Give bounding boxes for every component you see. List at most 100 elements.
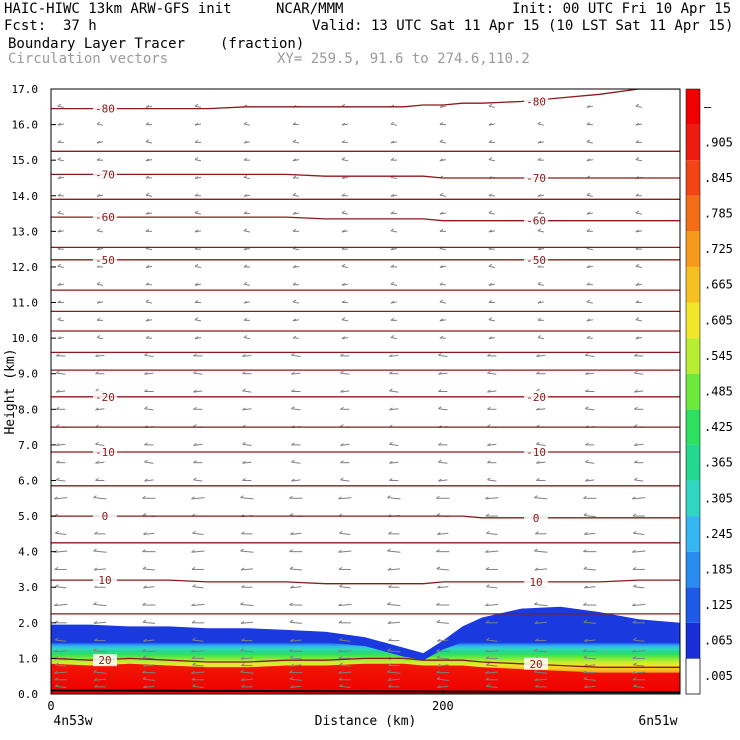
- wind-vector: [56, 460, 66, 464]
- x-tick-label: 200: [432, 699, 454, 713]
- wind-vector: [537, 140, 544, 144]
- wind-vector: [389, 460, 399, 464]
- wind-vector: [191, 549, 205, 553]
- wind-vector: [289, 619, 302, 624]
- wind-vector: [436, 619, 449, 624]
- wind-vector: [144, 442, 154, 446]
- wind-vector: [240, 648, 254, 653]
- wind-vector: [193, 353, 203, 357]
- wind-vector: [534, 648, 548, 653]
- wind-vector: [387, 677, 400, 681]
- colorbar-swatch: [686, 587, 700, 623]
- wind-vector: [488, 317, 495, 322]
- isotherm-label: -10: [526, 446, 546, 459]
- wind-vector: [194, 229, 202, 233]
- wind-vector: [439, 122, 446, 126]
- wind-vector: [95, 441, 105, 446]
- wind-vector: [93, 669, 107, 674]
- fcst-label: Fcst:: [4, 18, 47, 34]
- wind-vector: [339, 584, 351, 589]
- wind-vector: [341, 193, 348, 197]
- wind-vector: [438, 389, 448, 392]
- y-tick-label: 17.0: [12, 83, 39, 96]
- wind-vector: [584, 663, 596, 667]
- wind-vector: [536, 354, 546, 358]
- colorbar-label: .785: [704, 207, 733, 221]
- wind-vector: [534, 602, 548, 607]
- colorbar-label: .005: [704, 669, 733, 683]
- wind-vector: [57, 157, 64, 162]
- wind-vector: [586, 104, 593, 108]
- wind-vector: [191, 496, 205, 500]
- wind-vector: [290, 663, 302, 667]
- wind-vector: [439, 192, 446, 197]
- wind-vector: [192, 637, 204, 642]
- wind-vector: [57, 210, 64, 215]
- wind-vector: [586, 299, 593, 304]
- wind-vector: [243, 317, 250, 321]
- wind-vector: [341, 210, 349, 215]
- wind-vector: [142, 670, 156, 674]
- y-tick-label: 14.0: [12, 190, 39, 203]
- wind-vector: [635, 157, 642, 162]
- wind-vector: [635, 263, 642, 269]
- colorbar-swatch: [686, 373, 700, 410]
- wind-vector: [438, 371, 448, 375]
- wind-vector: [93, 495, 107, 500]
- wind-vector: [341, 263, 349, 269]
- colorbar-swatch: [686, 338, 700, 374]
- wind-vector: [56, 353, 66, 357]
- wind-vector: [242, 441, 252, 446]
- wind-vector: [191, 655, 204, 659]
- wind-vector: [536, 407, 546, 411]
- wind-vector: [390, 193, 398, 197]
- wind-vector: [437, 685, 449, 688]
- wind-vector: [436, 495, 450, 499]
- wind-vector: [632, 549, 646, 553]
- wind-vector: [535, 638, 547, 642]
- wind-vector: [387, 548, 401, 553]
- wind-vector: [586, 158, 593, 162]
- isotherm-label-bg: [524, 253, 549, 266]
- wind-vector: [57, 193, 64, 197]
- wind-vector: [55, 637, 67, 642]
- wind-vector: [537, 247, 544, 251]
- wind-vector: [142, 566, 156, 571]
- wind-vector: [243, 264, 250, 268]
- colorbar-label: .305: [704, 491, 733, 505]
- wind-vector: [537, 281, 544, 286]
- wind-vector: [340, 406, 350, 410]
- y-tick-label: 7.0: [18, 439, 38, 452]
- wind-vector: [585, 442, 595, 446]
- wind-vector: [54, 649, 68, 653]
- wind-vector: [240, 495, 254, 500]
- wind-vector: [387, 648, 401, 653]
- wind-vector: [289, 566, 302, 571]
- wind-vector: [485, 513, 498, 517]
- wind-vector: [338, 670, 352, 674]
- wind-vector: [191, 670, 205, 674]
- isotherm-label-bg: [92, 390, 117, 403]
- wind-vector: [143, 585, 155, 589]
- y-tick-label: 5.0: [18, 510, 38, 523]
- wind-vector: [485, 677, 498, 681]
- wind-vector: [143, 532, 155, 535]
- wind-vector: [583, 648, 597, 652]
- model-title: HAIC-HIWC 13km ARW-GFS init: [4, 1, 232, 17]
- wind-vector: [341, 336, 349, 340]
- wind-vector: [94, 638, 106, 642]
- wind-vector: [142, 549, 156, 553]
- wind-vector: [632, 670, 646, 674]
- wind-vector: [487, 406, 497, 410]
- wind-vector: [292, 158, 300, 162]
- wind-vector: [243, 157, 250, 161]
- wind-vector: [289, 549, 303, 553]
- wind-vector: [633, 662, 645, 667]
- isotherm-label-bg: [92, 168, 117, 181]
- wind-vector: [340, 370, 350, 375]
- isotherm-label-bg: [524, 511, 549, 524]
- wind-vector: [436, 676, 449, 681]
- wind-vector: [56, 443, 66, 446]
- wind-vector: [194, 210, 202, 215]
- colorbar-label: .245: [704, 527, 733, 541]
